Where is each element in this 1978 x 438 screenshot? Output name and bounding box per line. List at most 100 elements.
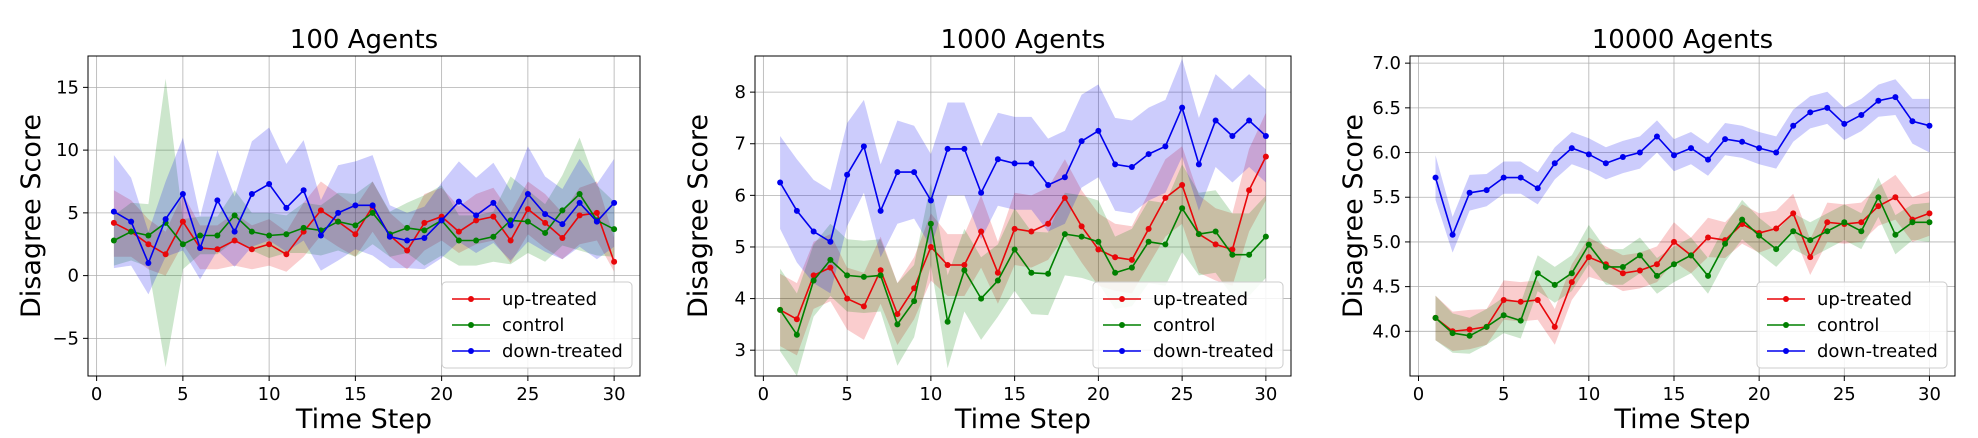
data-point-control [894,321,901,328]
data-point-down-treated [1756,145,1763,152]
data-point-up-treated [911,285,918,292]
data-point-down-treated [231,228,238,235]
data-point-up-treated [455,228,462,235]
data-point-down-treated [911,169,918,176]
legend: up-treated control down-treated [1756,281,1948,369]
data-point-up-treated [507,237,514,244]
data-point-down-treated [266,181,273,187]
data-point-control [1722,240,1729,247]
x-axis-label: Time Step [1613,404,1750,435]
confidence-band-up-treated [780,112,1266,356]
data-point-down-treated [1824,104,1831,111]
data-point-down-treated [145,260,152,267]
data-point-down-treated [1449,231,1456,238]
data-point-up-treated [1028,228,1035,235]
data-point-up-treated [1246,187,1253,194]
data-point-control [214,232,221,239]
legend-marker [468,322,474,328]
legend-item-down-treated: down-treated [1767,341,1938,362]
axes-frame [754,55,1292,377]
x-tick-label: 5 [177,384,188,405]
data-point-down-treated [1568,145,1575,152]
data-point-down-treated [507,222,514,229]
data-point-up-treated [1212,241,1219,248]
confidence-band-control [1435,177,1930,354]
data-point-down-treated [810,228,817,235]
data-point-down-treated [421,234,428,241]
data-point-down-treated [1517,174,1524,181]
data-point-control [1483,323,1490,330]
data-point-control [1011,246,1018,253]
data-point-control [1246,251,1253,258]
data-point-down-treated [1061,174,1068,181]
data-point-up-treated [844,295,851,302]
data-point-down-treated [335,209,342,216]
data-point-up-treated [1568,279,1575,286]
legend: up-treated control down-treated [1092,281,1284,369]
data-point-down-treated [404,237,411,244]
data-point-control [1892,231,1899,238]
data-point-down-treated [490,199,497,206]
x-axis-label: Time Step [954,404,1091,435]
y-tick-label: 4 [735,289,746,310]
data-point-control [1653,272,1660,279]
data-point-control [1824,228,1831,235]
data-point-control [1145,238,1152,245]
data-point-control [1688,252,1695,259]
x-tick-label: 0 [1413,384,1424,405]
data-point-down-treated [110,208,117,215]
series-line-down-treated [779,105,1267,244]
data-point-control [911,298,918,305]
chart-title: 10000 Agents [1592,25,1773,55]
data-point-up-treated [1078,223,1085,230]
data-point-down-treated [1229,133,1236,139]
data-point-up-treated [1112,254,1119,261]
data-point-up-treated [404,247,411,254]
data-point-up-treated [994,269,1001,276]
data-point-up-treated [1061,194,1068,201]
data-point-control [524,218,531,225]
data-point-up-treated [162,251,169,258]
data-point-up-treated [1534,297,1541,304]
data-point-control [110,237,117,244]
chart-title: 1000 Agents [941,25,1106,55]
data-point-control [576,191,583,198]
data-point-control [1807,237,1814,244]
x-tick-label: 25 [516,384,539,405]
data-point-control [369,209,376,216]
data-point-control [404,224,411,231]
data-point-up-treated [894,311,901,318]
data-point-control [1517,317,1524,324]
data-point-control [248,228,255,235]
y-tick-label: 8 [735,82,746,103]
data-point-down-treated [1739,138,1746,145]
data-point-up-treated [1162,194,1169,201]
data-point-control [1585,241,1592,248]
data-point-control [1670,261,1677,268]
x-tick-label: 25 [1833,384,1856,405]
legend-label: up-treated [502,289,597,310]
data-point-control [128,228,135,235]
data-point-control [611,226,618,233]
data-point-control [877,272,884,279]
data-point-down-treated [197,245,204,251]
data-point-control [1739,216,1746,223]
y-axis-label: Disagree Score [1338,114,1369,318]
legend-label: control [1153,315,1215,336]
x-tick-label: 10 [258,384,281,405]
chart-title: 100 Agents [290,25,438,55]
data-point-down-treated [524,191,531,198]
data-point-down-treated [894,169,901,176]
data-point-up-treated [542,219,549,226]
data-point-up-treated [978,228,985,235]
data-point-up-treated [1500,297,1507,304]
data-point-control [777,306,784,313]
confidence-band-down-treated [1435,79,1930,253]
axes-frame [1409,55,1956,377]
data-point-down-treated [978,189,985,196]
chart-panel-3: 0 5 10 15 20 25 30 4.0 4.5 5.0 5.5 6.0 6.5 7.0 10000 A… [1338,25,1956,435]
data-point-down-treated [1926,122,1933,129]
data-point-control [1568,270,1575,277]
data-point-down-treated [611,199,618,206]
x-tick-label: 5 [841,384,852,405]
